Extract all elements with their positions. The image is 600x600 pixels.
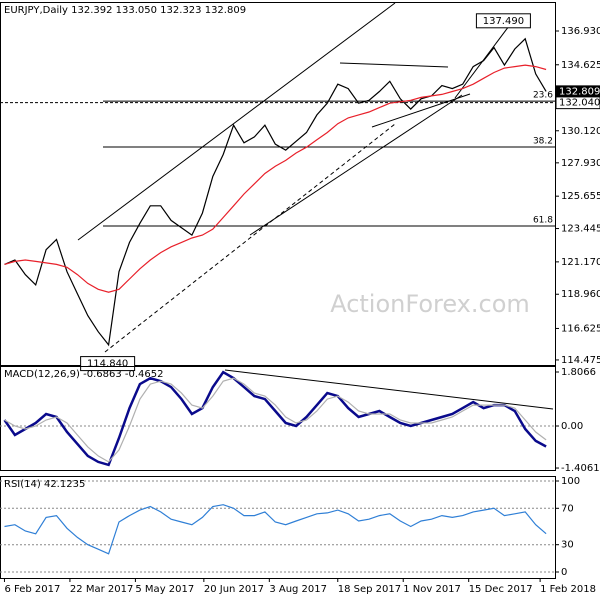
series-line: [4, 37, 547, 347]
y-tick-label: 116.625: [561, 323, 600, 334]
channel-lower: [249, 94, 463, 236]
x-tick-label: 1 Feb 2018: [540, 584, 596, 595]
fib-label: 61.8: [533, 215, 553, 225]
y-tick-label: 114.475: [561, 355, 600, 366]
x-tick-label: 20 Jun 2017: [204, 584, 264, 595]
series-line: [4, 377, 547, 463]
fib-label: 23.6: [533, 91, 553, 101]
x-tick-label: 22 Mar 2017: [70, 584, 133, 595]
panel-title: RSI(14) 42.1235: [4, 479, 85, 490]
y-tick-label: 118.960: [561, 289, 600, 300]
y-tick-label: 125.655: [561, 191, 600, 202]
support-line: [371, 93, 471, 128]
series-line: [4, 64, 547, 293]
last-price-box: [556, 85, 600, 98]
y-tick-label: 30: [561, 540, 574, 551]
y-tick-label: 0: [561, 567, 567, 578]
fib-label: 38.2: [533, 137, 553, 147]
x-tick-label: 5 May 2017: [135, 584, 194, 595]
annotation-box: [475, 13, 531, 29]
panel-frame: [0, 2, 556, 366]
panel-frame: [0, 476, 556, 579]
y-tick-label: -1.4061: [561, 463, 600, 474]
annotation-label: 137.490: [483, 16, 524, 27]
y-tick-label: 134.625: [561, 60, 600, 71]
level-label: 132.040: [559, 98, 600, 109]
x-tick-label: 3 Aug 2017: [269, 584, 327, 595]
y-tick-label: 1.8066: [561, 367, 596, 378]
y-tick-label: 123.445: [561, 224, 600, 235]
y-tick-label: 121.170: [561, 257, 600, 268]
panel-title: MACD(12,26,9) -0.6863 -0.4652: [4, 369, 164, 380]
y-tick-label: 70: [561, 503, 574, 514]
channel-upper: [77, 2, 396, 241]
panel-frame: [0, 366, 556, 471]
annotation-label: 114.840: [87, 359, 128, 370]
series-line: [3, 370, 547, 467]
dashed-trendline: [104, 123, 396, 353]
series-line: [4, 504, 547, 555]
x-tick-label: 1 Nov 2017: [403, 584, 461, 595]
last-price-label: 132.809: [559, 86, 600, 97]
y-tick-label: 100: [561, 476, 580, 487]
macd-divergence-line: [224, 369, 554, 410]
annotation-box: [80, 356, 136, 372]
trendlines: [77, 2, 554, 410]
x-tick-label: 15 Dec 2017: [469, 584, 533, 595]
panel-title: EURJPY,Daily 132.392 133.050 132.323 132…: [4, 5, 246, 16]
y-tick-label: 127.930: [561, 158, 600, 169]
y-tick-label: 136.930: [561, 26, 600, 37]
resistance-line: [339, 62, 449, 68]
y-tick-label: 0.00: [561, 421, 583, 432]
watermark: ActionForex.com: [330, 290, 530, 318]
x-tick-label: 6 Feb 2017: [4, 584, 60, 595]
x-tick-label: 18 Sep 2017: [338, 584, 401, 595]
y-tick-label: 130.120: [561, 126, 600, 137]
